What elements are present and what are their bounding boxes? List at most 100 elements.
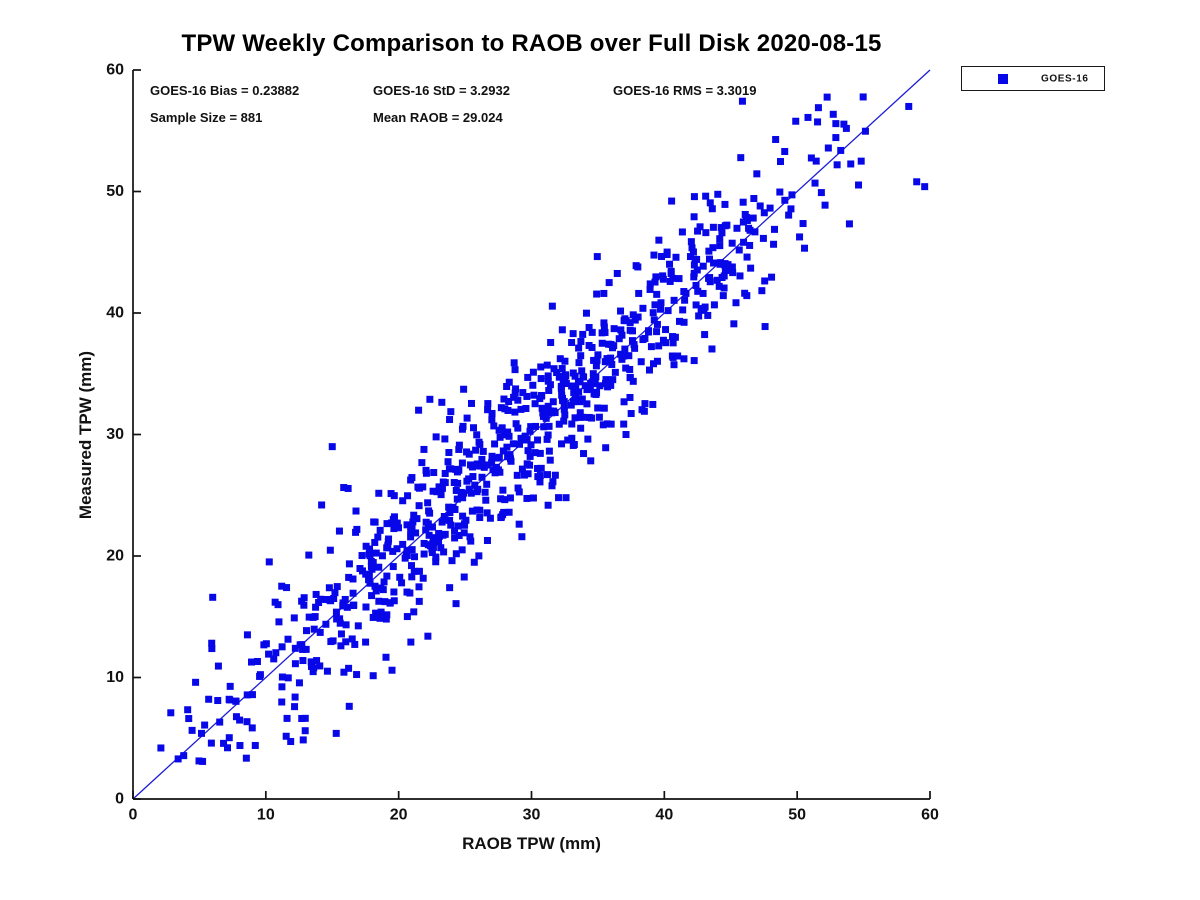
scatter-point bbox=[322, 620, 330, 628]
scatter-point bbox=[560, 403, 568, 411]
scatter-point bbox=[242, 754, 250, 762]
scatter-point bbox=[411, 553, 419, 561]
scatter-point bbox=[555, 420, 563, 428]
scatter-point bbox=[651, 301, 659, 309]
scatter-point bbox=[236, 716, 244, 724]
scatter-point bbox=[611, 368, 619, 376]
scatter-point bbox=[207, 739, 215, 747]
scatter-point bbox=[718, 229, 726, 237]
scatter-point bbox=[488, 409, 496, 417]
scatter-point bbox=[558, 372, 566, 380]
scatter-point bbox=[461, 520, 469, 528]
scatter-point bbox=[576, 409, 584, 417]
scatter-point bbox=[560, 398, 568, 406]
legend-label: GOES-16 bbox=[1041, 73, 1089, 84]
scatter-point bbox=[632, 262, 640, 270]
scatter-point bbox=[505, 398, 513, 406]
x-axis-label: RAOB TPW (mm) bbox=[462, 834, 601, 853]
scatter-point bbox=[548, 302, 556, 310]
scatter-point bbox=[248, 691, 256, 699]
scatter-point bbox=[861, 127, 869, 135]
scatter-point bbox=[385, 535, 393, 543]
scatter-point bbox=[622, 431, 630, 439]
scatter-point bbox=[401, 554, 409, 562]
scatter-point bbox=[383, 572, 391, 580]
scatter-point bbox=[600, 323, 608, 331]
scatter-point bbox=[349, 602, 357, 610]
scatter-point bbox=[216, 718, 224, 726]
scatter-point bbox=[579, 330, 587, 338]
scatter-point bbox=[543, 435, 551, 443]
scatter-point bbox=[553, 369, 561, 377]
scatter-point bbox=[372, 587, 380, 595]
scatter-point bbox=[441, 435, 449, 443]
x-tick-label: 10 bbox=[257, 807, 275, 824]
scatter-point bbox=[505, 432, 513, 440]
scatter-point bbox=[352, 507, 360, 515]
scatter-point bbox=[460, 573, 468, 581]
scatter-point bbox=[243, 691, 251, 699]
scatter-point bbox=[300, 601, 308, 609]
scatter-point bbox=[598, 329, 606, 337]
scatter-point bbox=[460, 385, 468, 393]
scatter-point bbox=[195, 757, 203, 765]
scatter-point bbox=[459, 512, 467, 520]
scatter-point bbox=[295, 679, 303, 687]
scatter-point bbox=[503, 383, 511, 391]
scatter-point bbox=[298, 597, 306, 605]
scatter-point bbox=[785, 211, 793, 219]
scatter-point bbox=[278, 643, 286, 651]
scatter-point bbox=[669, 339, 677, 347]
scatter-point bbox=[412, 529, 420, 537]
scatter-point bbox=[524, 470, 532, 478]
scatter-point bbox=[445, 503, 453, 511]
scatter-point bbox=[491, 440, 499, 448]
scatter-point bbox=[776, 188, 784, 196]
scatter-point bbox=[301, 714, 309, 722]
scatter-point bbox=[339, 602, 347, 610]
scatter-point bbox=[842, 124, 850, 132]
scatter-point bbox=[327, 597, 335, 605]
scatter-point bbox=[840, 120, 848, 128]
scatter-point bbox=[696, 223, 704, 231]
scatter-point bbox=[310, 664, 318, 672]
scatter-point bbox=[653, 290, 661, 298]
scatter-point bbox=[740, 238, 748, 246]
scatter-point bbox=[340, 668, 348, 676]
scatter-point bbox=[690, 213, 698, 221]
scatter-point bbox=[415, 406, 423, 414]
scatter-point bbox=[345, 664, 353, 672]
scatter-point bbox=[512, 385, 520, 393]
scatter-point bbox=[366, 579, 374, 587]
scatter-point bbox=[404, 492, 412, 500]
scatter-point bbox=[690, 193, 698, 201]
scatter-point bbox=[679, 306, 687, 314]
scatter-point bbox=[278, 582, 286, 590]
scatter-point bbox=[558, 365, 566, 373]
y-axis-label: Measured TPW (mm) bbox=[76, 350, 95, 520]
scatter-point bbox=[650, 316, 658, 324]
legend-marker-square bbox=[998, 73, 1008, 84]
scatter-point bbox=[758, 287, 766, 295]
scatter-point bbox=[452, 550, 460, 558]
scatter-point bbox=[453, 495, 461, 503]
scatter-point bbox=[708, 205, 716, 213]
scatter-point bbox=[516, 440, 524, 448]
scatter-point bbox=[580, 373, 588, 381]
scatter-point bbox=[282, 732, 290, 740]
scatter-point bbox=[766, 204, 774, 212]
legend-box: GOES-16 bbox=[961, 66, 1105, 91]
scatter-point bbox=[599, 421, 607, 429]
scatter-point bbox=[577, 424, 585, 432]
scatter-point bbox=[225, 695, 233, 703]
scatter-point bbox=[515, 520, 523, 528]
scatter-point bbox=[807, 154, 815, 162]
scatter-point bbox=[455, 445, 463, 453]
scatter-point bbox=[471, 462, 479, 470]
scatter-point bbox=[488, 459, 496, 467]
scatter-point bbox=[519, 389, 527, 397]
scatter-point bbox=[544, 501, 552, 509]
scatter-point bbox=[444, 458, 452, 466]
scatter-point bbox=[626, 374, 634, 382]
scatter-point bbox=[403, 588, 411, 596]
